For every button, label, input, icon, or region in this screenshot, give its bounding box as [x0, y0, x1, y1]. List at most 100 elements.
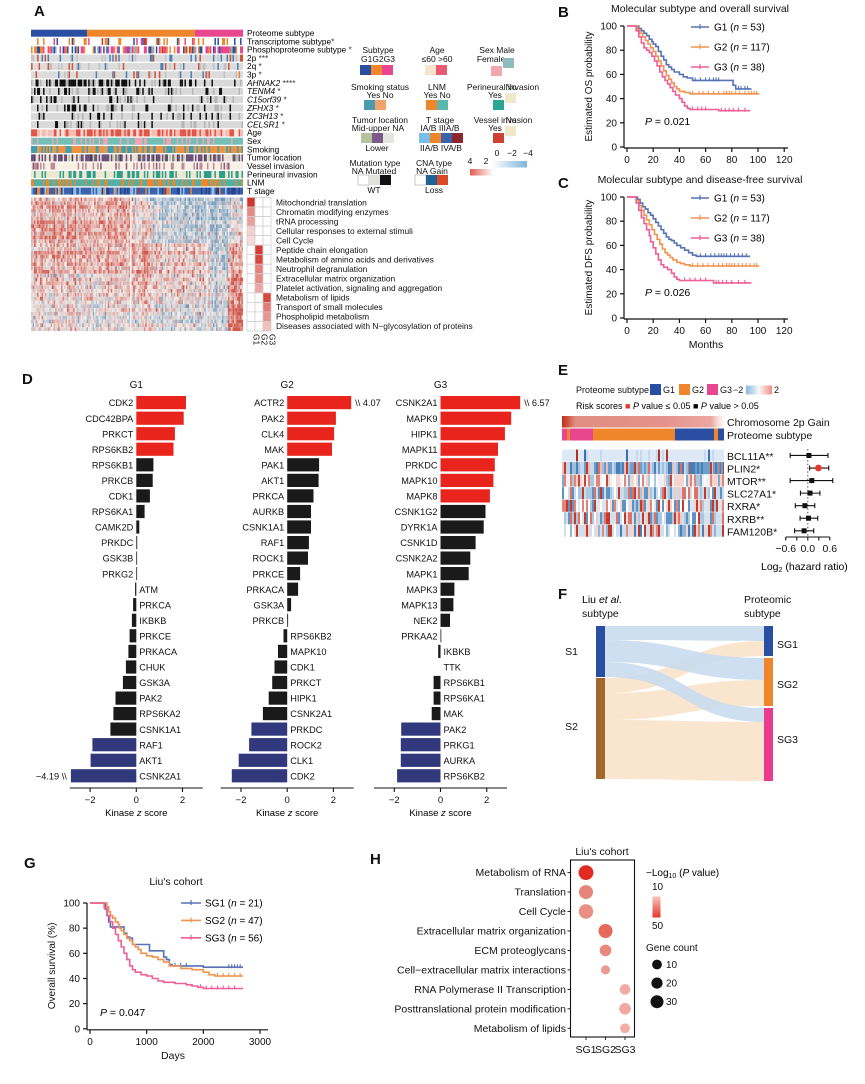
svg-text:MAPK3: MAPK3 [406, 585, 437, 595]
svg-text:Tumor location: Tumor location [247, 153, 302, 163]
svg-text:Lower: Lower [365, 143, 388, 153]
svg-text:−4: −4 [523, 148, 533, 158]
svg-text:PRKAA2: PRKAA2 [401, 631, 437, 641]
svg-text:Mid-upper NA: Mid-upper NA [352, 123, 405, 133]
svg-text:100: 100 [750, 326, 767, 337]
svg-text:G3 (n = 38): G3 (n = 38) [714, 234, 765, 245]
svg-text:Yes No: Yes No [366, 90, 393, 100]
svg-text:Cell−extracellular matrix inte: Cell−extracellular matrix interactions [397, 964, 566, 976]
svg-text:Chromosome 2p Gain: Chromosome 2p Gain [727, 417, 830, 429]
svg-text:F: F [558, 586, 567, 603]
svg-text:G3: G3 [268, 334, 278, 345]
svg-text:D: D [22, 371, 33, 388]
svg-text:20: 20 [648, 155, 660, 166]
svg-text:PRKCA: PRKCA [139, 600, 172, 610]
svg-text:80: 80 [606, 46, 618, 57]
svg-text:PRKCT: PRKCT [290, 678, 322, 688]
svg-text:Months: Months [689, 339, 723, 351]
svg-text:0: 0 [74, 1024, 80, 1035]
svg-text:Molecular subtype and disease-: Molecular subtype and disease-free survi… [598, 174, 803, 186]
svg-text:T stage: T stage [247, 186, 275, 196]
svg-text:PAK2: PAK2 [139, 694, 162, 704]
svg-text:Age: Age [247, 128, 262, 138]
svg-text:100: 100 [750, 155, 767, 166]
svg-text:RPS6KB2: RPS6KB2 [92, 445, 133, 455]
svg-text:Mutation type: Mutation type [349, 158, 400, 168]
svg-text:Perineural invasion: Perineural invasion [467, 82, 540, 92]
svg-text:SG3: SG3 [614, 1044, 635, 1056]
svg-text:Cell Cycle: Cell Cycle [276, 235, 314, 245]
svg-text:AHNAK2 ****: AHNAK2 **** [246, 78, 296, 88]
svg-text:Proteome subtype: Proteome subtype [727, 430, 812, 442]
svg-text:NA Mutated: NA Mutated [352, 166, 397, 176]
svg-text:Age: Age [429, 45, 444, 55]
svg-text:ROCK2: ROCK2 [290, 740, 322, 750]
svg-text:Metabolism of lipids: Metabolism of lipids [276, 293, 350, 303]
svg-text:20: 20 [666, 979, 678, 990]
svg-text:PRKG2: PRKG2 [102, 569, 133, 579]
svg-text:P = 0.047: P = 0.047 [100, 1007, 145, 1019]
svg-text:PRKDC: PRKDC [290, 725, 323, 735]
svg-text:G3: G3 [720, 385, 732, 395]
svg-text:2000: 2000 [192, 1037, 215, 1048]
svg-text:Risk scores ■ P value ≤ 0.05: Risk scores ■ P value ≤ 0.05 ■ P value >… [576, 401, 759, 411]
svg-text:Vessel invasion: Vessel invasion [247, 161, 305, 171]
svg-text:LNM: LNM [247, 178, 265, 188]
svg-text:2: 2 [484, 156, 489, 166]
svg-text:50: 50 [652, 921, 664, 932]
svg-text:2q *: 2q * [247, 61, 263, 71]
svg-text:60: 60 [700, 155, 712, 166]
svg-text:3000: 3000 [249, 1037, 272, 1048]
svg-text:Cellular responses to external: Cellular responses to external stimuli [276, 226, 413, 236]
svg-text:RPS6KB2: RPS6KB2 [444, 771, 485, 781]
svg-text:Smoking status: Smoking status [351, 82, 409, 92]
svg-text:G2: G2 [692, 385, 704, 395]
svg-text:CLK4: CLK4 [261, 429, 284, 439]
svg-text:P = 0.026: P = 0.026 [645, 287, 690, 299]
svg-text:Liu et al.: Liu et al. [582, 594, 622, 606]
svg-text:Platelet activation, signaling: Platelet activation, signaling and aggre… [276, 283, 443, 293]
svg-text:G1: G1 [252, 334, 262, 345]
svg-text:RNA Polymerase II Transcriptio: RNA Polymerase II Transcription [414, 984, 566, 996]
svg-text:G2 (n = 117): G2 (n = 117) [714, 43, 770, 54]
svg-text:PAK2: PAK2 [444, 725, 467, 735]
svg-text:Proteome subtype: Proteome subtype [576, 385, 649, 395]
svg-text:Yes: Yes [488, 90, 502, 100]
svg-text:0: 0 [87, 1037, 93, 1048]
svg-text:RPS6KA1: RPS6KA1 [444, 694, 485, 704]
svg-text:No: No [506, 82, 517, 92]
svg-text:2: 2 [331, 795, 336, 806]
svg-text:Proteome subtype: Proteome subtype [247, 28, 315, 38]
svg-text:RAF1: RAF1 [139, 740, 163, 750]
svg-text:B: B [558, 4, 569, 21]
svg-text:G1: G1 [663, 385, 675, 395]
svg-text:H: H [370, 851, 381, 868]
svg-text:MAPK1: MAPK1 [406, 569, 437, 579]
svg-text:PRKACA: PRKACA [139, 647, 178, 657]
svg-text:CHUK: CHUK [139, 663, 166, 673]
svg-text:Transport of small molecules: Transport of small molecules [276, 302, 383, 312]
svg-text:IKBKB: IKBKB [139, 616, 166, 626]
svg-text:tRNA processing: tRNA processing [276, 216, 339, 226]
svg-text:MAK: MAK [264, 445, 285, 455]
svg-text:20: 20 [69, 999, 81, 1010]
svg-text:PLIN2*: PLIN2* [727, 464, 760, 476]
svg-text:40: 40 [674, 155, 686, 166]
svg-text:40: 40 [606, 94, 618, 105]
svg-text:GSK3A: GSK3A [254, 600, 286, 610]
svg-text:Proteomic: Proteomic [744, 594, 791, 606]
svg-text:1000: 1000 [136, 1037, 159, 1048]
svg-text:3p *: 3p * [247, 70, 263, 80]
svg-text:AKT1: AKT1 [139, 756, 162, 766]
svg-text:G: G [24, 855, 36, 872]
svg-text:SG3 (n = 56): SG3 (n = 56) [205, 933, 263, 944]
svg-text:CSNK1D: CSNK1D [400, 538, 438, 548]
svg-text:40: 40 [674, 326, 686, 337]
svg-text:2: 2 [180, 795, 185, 806]
svg-text:NEK2: NEK2 [413, 616, 437, 626]
svg-text:CELSR1 *: CELSR1 * [247, 119, 286, 129]
svg-text:ATM: ATM [139, 585, 158, 595]
svg-text:−2: −2 [733, 385, 743, 395]
svg-text:SG2 (n = 47): SG2 (n = 47) [205, 916, 263, 927]
svg-text:G1 (n = 53): G1 (n = 53) [714, 23, 765, 34]
